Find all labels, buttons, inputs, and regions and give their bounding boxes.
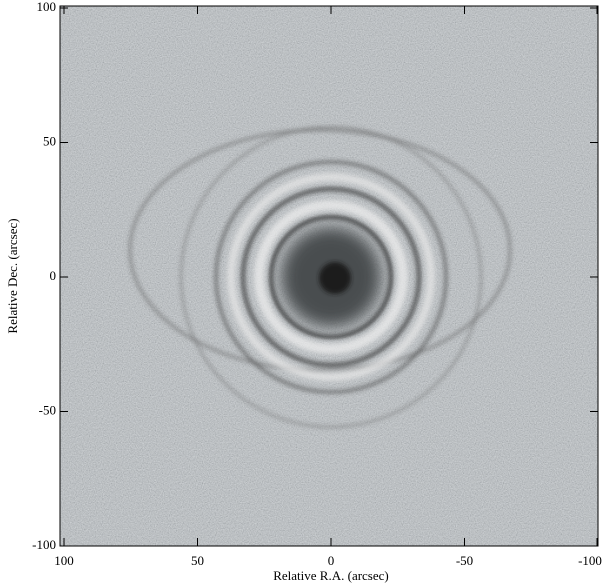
x-tick-label: 0	[328, 553, 335, 568]
y-axis-label: Relative Dec. (arcsec)	[5, 218, 20, 333]
y-tick-label: 0	[50, 268, 57, 283]
x-tick-label: 50	[191, 553, 204, 568]
x-tick-label: -50	[456, 553, 473, 568]
y-tick-label: -50	[39, 402, 56, 417]
x-tick-label: -100	[578, 553, 602, 568]
x-tick-label: 100	[54, 553, 74, 568]
y-tick-label: 50	[43, 133, 56, 148]
x-axis-label: Relative R.A. (arcsec)	[273, 568, 389, 583]
chart: Relative R.A. (arcsec) Relative Dec. (ar…	[0, 0, 610, 586]
sky-image	[60, 6, 598, 546]
y-tick-label: -100	[32, 537, 56, 552]
y-tick-label: 100	[37, 0, 57, 14]
